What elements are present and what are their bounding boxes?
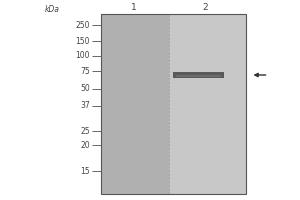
Text: 75: 75 <box>80 66 90 75</box>
Text: kDa: kDa <box>45 4 60 14</box>
Bar <box>173 72 224 78</box>
Text: 1: 1 <box>130 2 136 11</box>
Text: 37: 37 <box>80 102 90 110</box>
Text: 20: 20 <box>80 140 90 149</box>
Bar <box>100 14 246 194</box>
Text: 50: 50 <box>80 84 90 93</box>
Bar <box>169 14 246 194</box>
Text: 15: 15 <box>80 166 90 176</box>
Text: 100: 100 <box>76 51 90 60</box>
Text: 2: 2 <box>203 2 208 11</box>
Text: 150: 150 <box>76 36 90 46</box>
Text: 25: 25 <box>80 127 90 136</box>
Text: 250: 250 <box>76 21 90 29</box>
Bar <box>176 75 220 77</box>
Bar <box>100 14 169 194</box>
